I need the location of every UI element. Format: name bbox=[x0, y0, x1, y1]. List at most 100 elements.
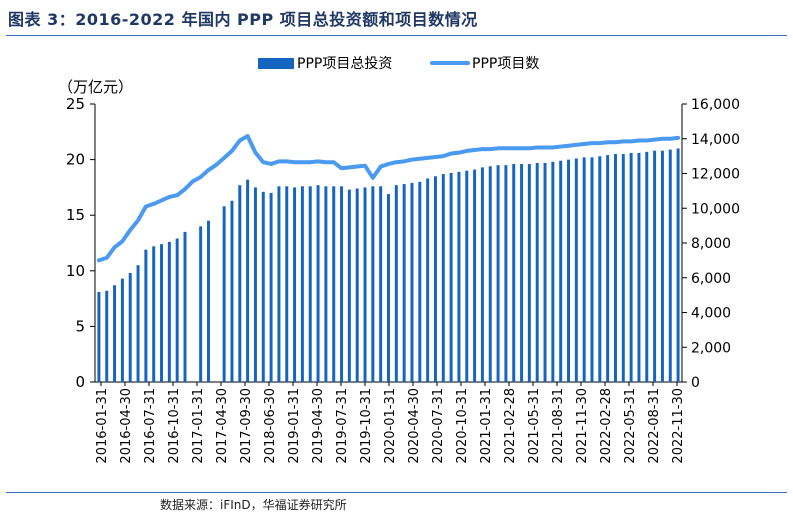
investment-bar bbox=[332, 186, 336, 382]
investment-bar bbox=[488, 166, 492, 382]
right-axis-tick-label: 10,000 bbox=[691, 201, 740, 217]
right-axis-tick-label: 6,000 bbox=[691, 271, 731, 287]
investment-bar bbox=[613, 154, 617, 382]
investment-bar bbox=[128, 273, 132, 382]
investment-bar bbox=[668, 149, 672, 382]
investment-bar bbox=[567, 159, 570, 382]
right-axis-tick-label: 2,000 bbox=[691, 340, 731, 356]
figure-title: 图表 3：2016-2022 年国内 PPP 项目总投资额和项目数情况 bbox=[8, 10, 478, 29]
investment-bar bbox=[113, 285, 117, 382]
combo-chart: PPP项目总投资 PPP项目数 （万亿元） 0 5 10 15 20 25 0 2,000 4,… bbox=[58, 56, 740, 464]
x-axis-tick-label: 2019-07-31 bbox=[335, 388, 350, 464]
x-axis-tick-label: 2021-01-31 bbox=[479, 388, 494, 464]
investment-bar bbox=[676, 148, 680, 382]
x-axis-labels: 2016-01-31 2016-04-30 2016-07-31 2016-10-31… bbox=[95, 388, 686, 464]
legend-bar-label: PPP项目总投资 bbox=[297, 56, 392, 72]
x-axis-tick-label: 2021-05-31 bbox=[527, 388, 542, 464]
investment-bar bbox=[512, 164, 516, 382]
investment-bar bbox=[222, 206, 226, 382]
x-axis-tick-label: 2020-10-31 bbox=[455, 388, 470, 464]
right-axis-tick-label: 14,000 bbox=[691, 132, 740, 148]
investment-bar bbox=[621, 154, 625, 382]
x-axis-tick-label: 2019-10-31 bbox=[359, 388, 374, 464]
bar-series bbox=[97, 148, 680, 382]
investment-bar bbox=[261, 191, 265, 382]
investment-bar bbox=[410, 182, 414, 382]
investment-bar bbox=[207, 220, 210, 382]
project-count-line bbox=[96, 134, 681, 263]
investment-bar bbox=[199, 226, 203, 382]
x-axis-tick-label: 2019-01-31 bbox=[287, 388, 302, 464]
left-axis-tick-label: 15 bbox=[66, 206, 85, 224]
investment-bar bbox=[520, 164, 524, 382]
investment-bar bbox=[457, 171, 461, 382]
investment-bar bbox=[238, 185, 242, 382]
right-axis-tick-label: 12,000 bbox=[691, 167, 740, 183]
x-axis-tick-label: 2017-01-31 bbox=[191, 388, 206, 464]
investment-bar bbox=[269, 192, 273, 382]
investment-bar bbox=[136, 265, 140, 382]
top-rule bbox=[6, 35, 787, 36]
left-axis-tick-label: 0 bbox=[75, 373, 85, 391]
investment-bar bbox=[347, 189, 351, 382]
x-axis-tick-label: 2021-11-30 bbox=[575, 388, 590, 464]
left-axis-unit-label: （万亿元） bbox=[58, 78, 133, 96]
investment-bar bbox=[152, 246, 156, 382]
investment-bar bbox=[441, 174, 445, 382]
x-axis-tick-label: 2020-07-31 bbox=[431, 388, 446, 464]
x-axis-tick-label: 2016-10-31 bbox=[167, 388, 182, 464]
investment-bar bbox=[308, 186, 312, 382]
right-axis-tick-label: 0 bbox=[691, 375, 700, 391]
investment-bar bbox=[590, 157, 594, 382]
left-axis-tick-label: 5 bbox=[75, 317, 85, 335]
investment-bar bbox=[340, 186, 344, 382]
investment-bar bbox=[300, 186, 304, 382]
x-axis-tick-label: 2020-04-30 bbox=[407, 388, 422, 464]
investment-bar bbox=[653, 150, 657, 382]
investment-bar bbox=[402, 184, 406, 382]
investment-bar bbox=[660, 150, 664, 382]
investment-bar bbox=[387, 194, 390, 382]
legend-bar-swatch bbox=[258, 58, 294, 69]
investment-bar bbox=[97, 291, 101, 382]
investment-bar bbox=[316, 185, 320, 382]
investment-bar bbox=[293, 187, 297, 382]
investment-bar bbox=[496, 165, 500, 382]
investment-bar bbox=[433, 176, 437, 382]
investment-bar bbox=[645, 151, 649, 382]
investment-bar bbox=[183, 231, 187, 382]
left-axis-tick-label: 25 bbox=[66, 95, 85, 113]
investment-bar bbox=[394, 185, 398, 382]
investment-bar bbox=[105, 290, 109, 382]
investment-bar bbox=[418, 181, 422, 382]
investment-bar bbox=[379, 186, 383, 382]
line-series bbox=[96, 134, 681, 263]
investment-bar bbox=[277, 186, 281, 382]
x-axis-tick-label: 2020-01-31 bbox=[383, 388, 398, 464]
x-axis-tick-label: 2022-08-31 bbox=[647, 388, 662, 464]
investment-bar bbox=[324, 186, 328, 382]
investment-bar bbox=[551, 161, 555, 382]
x-axis-tick-label: 2019-04-30 bbox=[311, 388, 326, 464]
investment-bar bbox=[598, 156, 602, 382]
investment-bar bbox=[449, 172, 453, 382]
investment-bar bbox=[285, 186, 289, 382]
right-axis-tick-label: 8,000 bbox=[691, 236, 731, 252]
investment-bar bbox=[371, 186, 375, 382]
x-axis-tick-label: 2018-06-30 bbox=[263, 388, 278, 464]
investment-bar bbox=[426, 178, 430, 382]
x-axis-tick-label: 2016-01-31 bbox=[95, 388, 110, 464]
investment-bar bbox=[504, 165, 508, 382]
investment-bar bbox=[574, 158, 578, 382]
x-axis-tick-label: 2016-04-30 bbox=[119, 388, 134, 464]
investment-bar bbox=[363, 187, 367, 382]
axes: 0 5 10 15 20 25 0 2,000 4,000 6,000 8,000 10,000 12,… bbox=[66, 95, 740, 391]
investment-bar bbox=[160, 244, 164, 382]
bottom-rule bbox=[6, 492, 787, 493]
investment-bar bbox=[355, 188, 359, 382]
investment-bar bbox=[120, 278, 124, 382]
x-axis-tick-label: 2022-05-31 bbox=[623, 388, 638, 464]
legend-line-label: PPP项目数 bbox=[472, 56, 539, 72]
x-axis-tick-label: 2022-11-30 bbox=[671, 388, 686, 464]
legend: PPP项目总投资 PPP项目数 bbox=[258, 56, 539, 72]
